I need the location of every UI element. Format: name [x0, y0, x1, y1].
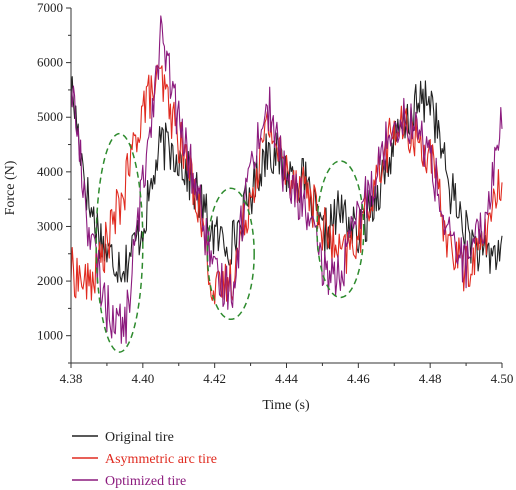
plot-area	[70, 15, 503, 353]
highlight-ellipse	[316, 160, 365, 299]
x-tick-label: 4.42	[203, 371, 226, 386]
x-tick-label: 4.50	[491, 371, 514, 386]
series-line-asymmetric-arc-tire	[70, 64, 503, 305]
x-tick-label: 4.48	[419, 371, 442, 386]
series-line-optimized-tire	[70, 15, 503, 344]
x-tick-label: 4.40	[131, 371, 154, 386]
legend-label: Asymmetric arc tire	[105, 452, 217, 467]
legend-label: Optimized tire	[105, 474, 186, 489]
x-tick-label: 4.46	[347, 371, 370, 386]
x-tick-label: 4.38	[60, 371, 83, 386]
y-tick-label: 6000	[37, 55, 63, 70]
x-tick-label: 4.44	[275, 371, 298, 386]
legend: Original tire Asymmetric arc tire Optimize…	[72, 430, 217, 489]
y-tick-label: 5000	[37, 109, 63, 124]
y-tick-label: 1000	[37, 328, 63, 343]
y-tick-label: 7000	[37, 0, 63, 15]
y-tick-label: 4000	[37, 164, 63, 179]
y-tick-label: 3000	[37, 218, 63, 233]
legend-label: Original tire	[105, 430, 174, 445]
highlight-ellipse	[206, 187, 255, 321]
highlight-ellipse	[95, 132, 144, 353]
x-axis-title: Time (s)	[262, 398, 310, 413]
y-tick-label: 2000	[37, 273, 63, 288]
y-axis-title: Force (N)	[3, 160, 18, 215]
y-axis: 1000 2000 3000 4000 5000 6000 7000	[37, 0, 72, 364]
x-axis: 4.38 4.40 4.42 4.44 4.46 4.48 4.50	[60, 362, 514, 386]
